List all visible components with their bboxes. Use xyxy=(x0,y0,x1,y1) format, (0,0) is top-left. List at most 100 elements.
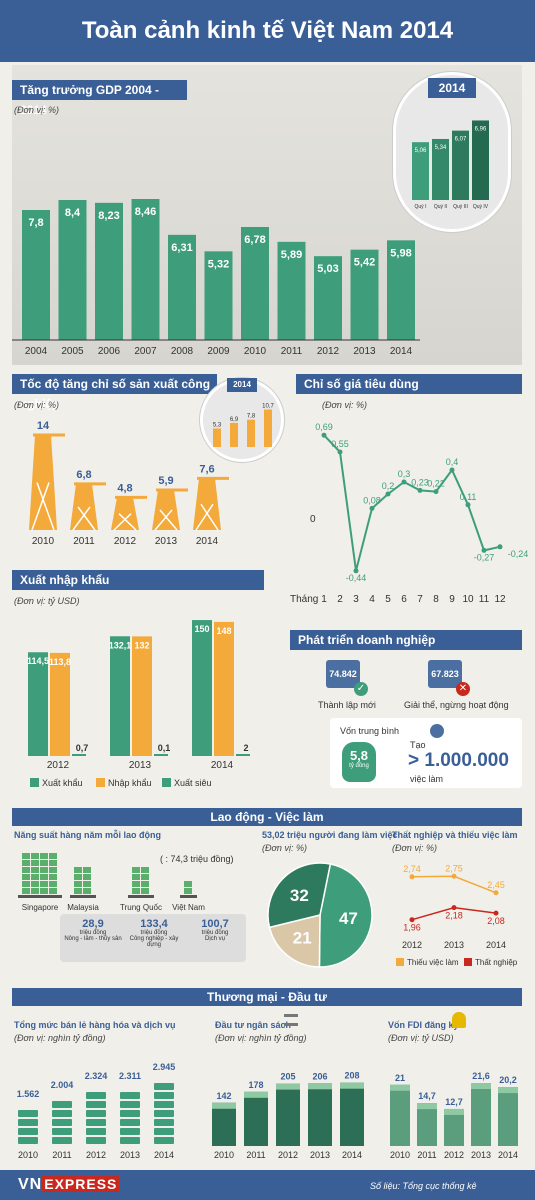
productivity-block xyxy=(22,888,30,894)
retail-tick: 2010 xyxy=(18,1150,38,1160)
fdi-bar-cap xyxy=(498,1087,518,1094)
budget-bar xyxy=(244,1091,268,1146)
productivity-block xyxy=(74,867,82,873)
unemployment-point xyxy=(409,874,415,880)
gdp-inset-label: 6,96 xyxy=(475,126,487,132)
productivity-block xyxy=(132,867,140,873)
gdp-bar-label: 8,23 xyxy=(98,210,119,222)
brand-vn: VN xyxy=(18,1176,43,1193)
bank-icon xyxy=(284,1014,298,1026)
trade-unit: (Đơn vị: tỷ USD) xyxy=(14,596,80,606)
sector-item: 28,9 triệu đồng Nông - lâm - thủy sản xyxy=(64,918,122,962)
cpi-point-label: 0,11 xyxy=(460,492,477,502)
productivity-block xyxy=(22,867,30,873)
gdp-bar-label: 5,98 xyxy=(390,247,411,259)
productivity-block xyxy=(40,860,48,866)
industry-tick: 2010 xyxy=(32,536,55,547)
budget-bar-cap xyxy=(340,1082,364,1089)
cpi-tick: 4 xyxy=(369,594,375,605)
retail-unit: (Đơn vị: nghìn tỷ đồng) xyxy=(14,1033,106,1043)
gdp-unit: (Đơn vị: %) xyxy=(14,105,59,115)
sector-unit: triệu đồng xyxy=(79,930,107,936)
productivity-block xyxy=(141,881,149,887)
pie-label: 47 xyxy=(339,909,358,928)
trade-legend-label: Xuất khẩu xyxy=(42,778,83,788)
productivity-note: ( : 74,3 triệu đồng) xyxy=(160,854,234,864)
new-business-label: Thành lập mới xyxy=(318,700,376,710)
productivity-country: Trung Quốc xyxy=(120,903,162,912)
commerce-band: Thương mại - Đầu tư xyxy=(12,988,522,1006)
budget-bar-cap xyxy=(212,1102,236,1109)
gdp-bar-label: 5,32 xyxy=(208,258,229,270)
cpi-tick: 2 xyxy=(337,594,343,605)
cpi-unit: (Đơn vị: %) xyxy=(322,400,367,410)
gdp-bar xyxy=(314,256,342,340)
cpi-tick: 7 xyxy=(417,594,423,605)
unemployment-label: 2,45 xyxy=(487,880,505,890)
retail-label: 2.945 xyxy=(153,1062,176,1072)
sector-item: 100,7 triệu đồng Dịch vụ xyxy=(186,918,244,962)
gdp-bar-label: 8,46 xyxy=(135,206,156,218)
budget-bar-label: 178 xyxy=(248,1080,263,1090)
cpi-point xyxy=(369,505,375,511)
fdi-bar-label: 14,7 xyxy=(418,1091,436,1101)
unemployment-label: 2,74 xyxy=(403,864,421,874)
gdp-bar xyxy=(204,251,233,340)
gdp-inset-bar xyxy=(412,142,429,200)
productivity-block xyxy=(31,867,39,873)
sector-item: 133,4 triệu đồng Công nghiệp - xây dựng xyxy=(125,918,183,962)
retail-cart xyxy=(154,1092,174,1099)
industry-inset-label: 10,7 xyxy=(262,404,274,410)
workforce-title: 53,02 triệu người đang làm việc xyxy=(262,830,398,840)
budget-bar-cap xyxy=(276,1083,300,1090)
retail-cart xyxy=(86,1137,106,1144)
brand-logo[interactable]: VN EXPRESS xyxy=(18,1176,120,1194)
industry-unit: (Đơn vị: %) xyxy=(14,400,59,410)
cpi-point-label: 0,08 xyxy=(363,495,381,505)
cpi-tick: 9 xyxy=(449,594,455,605)
trade-bar xyxy=(72,754,86,756)
retail-cart xyxy=(52,1119,72,1126)
gdp-bar xyxy=(168,234,196,340)
retail-label: 2.324 xyxy=(85,1071,108,1081)
pie-slice xyxy=(318,863,373,968)
gdp-bar xyxy=(131,199,160,340)
productivity-block xyxy=(40,881,48,887)
trade-bar-label: 114,5 xyxy=(27,656,49,666)
productivity-block xyxy=(31,853,39,859)
closed-business-count: 67.823 xyxy=(428,660,462,688)
budget-tick: 2013 xyxy=(310,1150,330,1160)
trade-bar-label: 2 xyxy=(243,743,248,753)
productivity-block xyxy=(40,867,48,873)
fdi-title: Vốn FDI đăng ký xyxy=(388,1020,459,1030)
trade-bar-label: 0,1 xyxy=(158,743,171,753)
gdp-inset-bar xyxy=(472,120,489,200)
cpi-tick: 8 xyxy=(433,594,439,605)
industry-value: 7,6 xyxy=(199,463,214,475)
cpi-tick: 11 xyxy=(479,594,490,605)
cpi-tick: 5 xyxy=(385,594,391,605)
fdi-tick: 2010 xyxy=(390,1150,410,1160)
trade-bar-label: 132,1 xyxy=(109,640,132,650)
productivity-country: Malaysia xyxy=(67,903,99,912)
gdp-bar xyxy=(95,202,123,340)
trade-bar-label: 132 xyxy=(134,640,149,650)
retail-cart xyxy=(120,1101,140,1108)
trade-legend-swatch xyxy=(96,778,105,787)
productivity-block xyxy=(74,881,82,887)
gdp-bar xyxy=(58,200,87,340)
retail-cart xyxy=(154,1101,174,1108)
cross-icon: ✕ xyxy=(456,682,470,696)
cpi-tick: 3 xyxy=(353,594,359,605)
productivity-block xyxy=(49,867,57,873)
unemployment-title: Thất nghiệp và thiếu việc làm xyxy=(392,830,518,840)
cpi-point xyxy=(401,479,407,485)
jobs-prefix: Tạo xyxy=(410,740,426,750)
workforce-unit: (Đơn vị: %) xyxy=(262,843,307,853)
sector-value: 133,4 xyxy=(140,918,168,930)
retail-cart xyxy=(86,1092,106,1099)
fdi-bar-label: 20,2 xyxy=(499,1075,517,1085)
money-bag-icon: 5,8 tỷ đồng xyxy=(342,742,376,782)
gdp-inset-label: 5,06 xyxy=(415,148,427,154)
productivity-block xyxy=(31,881,39,887)
